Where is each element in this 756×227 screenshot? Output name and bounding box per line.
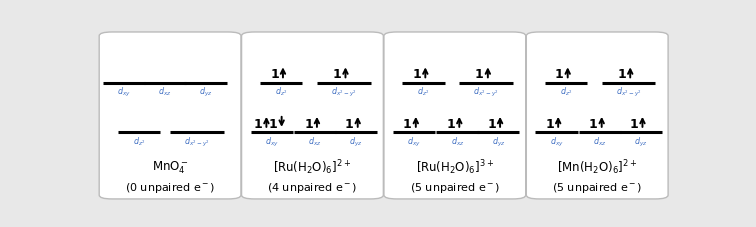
Text: 1: 1 [630, 117, 638, 130]
Text: 1: 1 [555, 68, 563, 81]
FancyBboxPatch shape [526, 33, 668, 199]
Text: 1: 1 [304, 117, 313, 130]
Text: $d_{yz}$: $d_{yz}$ [491, 135, 505, 148]
FancyBboxPatch shape [99, 33, 241, 199]
Text: (0 unpaired e$^-$): (0 unpaired e$^-$) [125, 180, 215, 194]
Text: 1: 1 [618, 68, 626, 81]
Text: $d_{xz}$: $d_{xz}$ [158, 86, 172, 98]
Text: 1: 1 [333, 68, 342, 81]
Text: $d_{z^2}$: $d_{z^2}$ [275, 86, 287, 98]
Text: 1: 1 [269, 117, 277, 130]
Text: 1: 1 [403, 117, 412, 130]
Text: $d_{xy}$: $d_{xy}$ [265, 135, 278, 148]
Text: $d_{z^2}$: $d_{z^2}$ [559, 86, 572, 98]
Text: 1: 1 [447, 117, 455, 130]
Text: $d_{xz}$: $d_{xz}$ [308, 135, 322, 147]
Text: 1: 1 [345, 117, 354, 130]
Text: $d_{xz}$: $d_{xz}$ [451, 135, 464, 147]
Text: (5 unpaired e$^-$): (5 unpaired e$^-$) [410, 180, 500, 194]
Text: 1: 1 [253, 117, 262, 130]
Text: (5 unpaired e$^-$): (5 unpaired e$^-$) [552, 180, 643, 194]
Text: 1: 1 [413, 68, 421, 81]
Text: $d_{yz}$: $d_{yz}$ [349, 135, 363, 148]
Text: [Ru(H$_2$O)$_6$]$^{3+}$: [Ru(H$_2$O)$_6$]$^{3+}$ [416, 158, 494, 176]
Text: 1: 1 [270, 68, 279, 81]
Text: $d_{x^2-y^2}$: $d_{x^2-y^2}$ [184, 135, 210, 148]
FancyBboxPatch shape [242, 33, 383, 199]
FancyBboxPatch shape [384, 33, 525, 199]
Text: $d_{z^2}$: $d_{z^2}$ [417, 86, 429, 98]
Text: [Mn(H$_2$O)$_6$]$^{2+}$: [Mn(H$_2$O)$_6$]$^{2+}$ [557, 158, 637, 176]
Text: (4 unpaired e$^-$): (4 unpaired e$^-$) [268, 180, 358, 194]
Text: $d_{x^2-y^2}$: $d_{x^2-y^2}$ [331, 86, 357, 99]
Text: 1: 1 [589, 117, 597, 130]
Text: $d_{yz}$: $d_{yz}$ [634, 135, 647, 148]
Text: $d_{xz}$: $d_{xz}$ [593, 135, 606, 147]
Text: $d_{x^2-y^2}$: $d_{x^2-y^2}$ [473, 86, 499, 99]
Text: $d_{xy}$: $d_{xy}$ [550, 135, 563, 148]
Text: 1: 1 [487, 117, 496, 130]
Text: $d_{z^2}$: $d_{z^2}$ [132, 135, 145, 147]
Text: [Ru(H$_2$O)$_6$]$^{2+}$: [Ru(H$_2$O)$_6$]$^{2+}$ [274, 158, 352, 176]
Text: 1: 1 [545, 117, 554, 130]
Text: $d_{xy}$: $d_{xy}$ [407, 135, 421, 148]
Text: 1: 1 [475, 68, 484, 81]
Text: $d_{xy}$: $d_{xy}$ [117, 86, 131, 99]
Text: $d_{yz}$: $d_{yz}$ [199, 86, 212, 99]
Text: $d_{x^2-y^2}$: $d_{x^2-y^2}$ [615, 86, 641, 99]
Text: MnO$_4^-$: MnO$_4^-$ [152, 159, 188, 175]
